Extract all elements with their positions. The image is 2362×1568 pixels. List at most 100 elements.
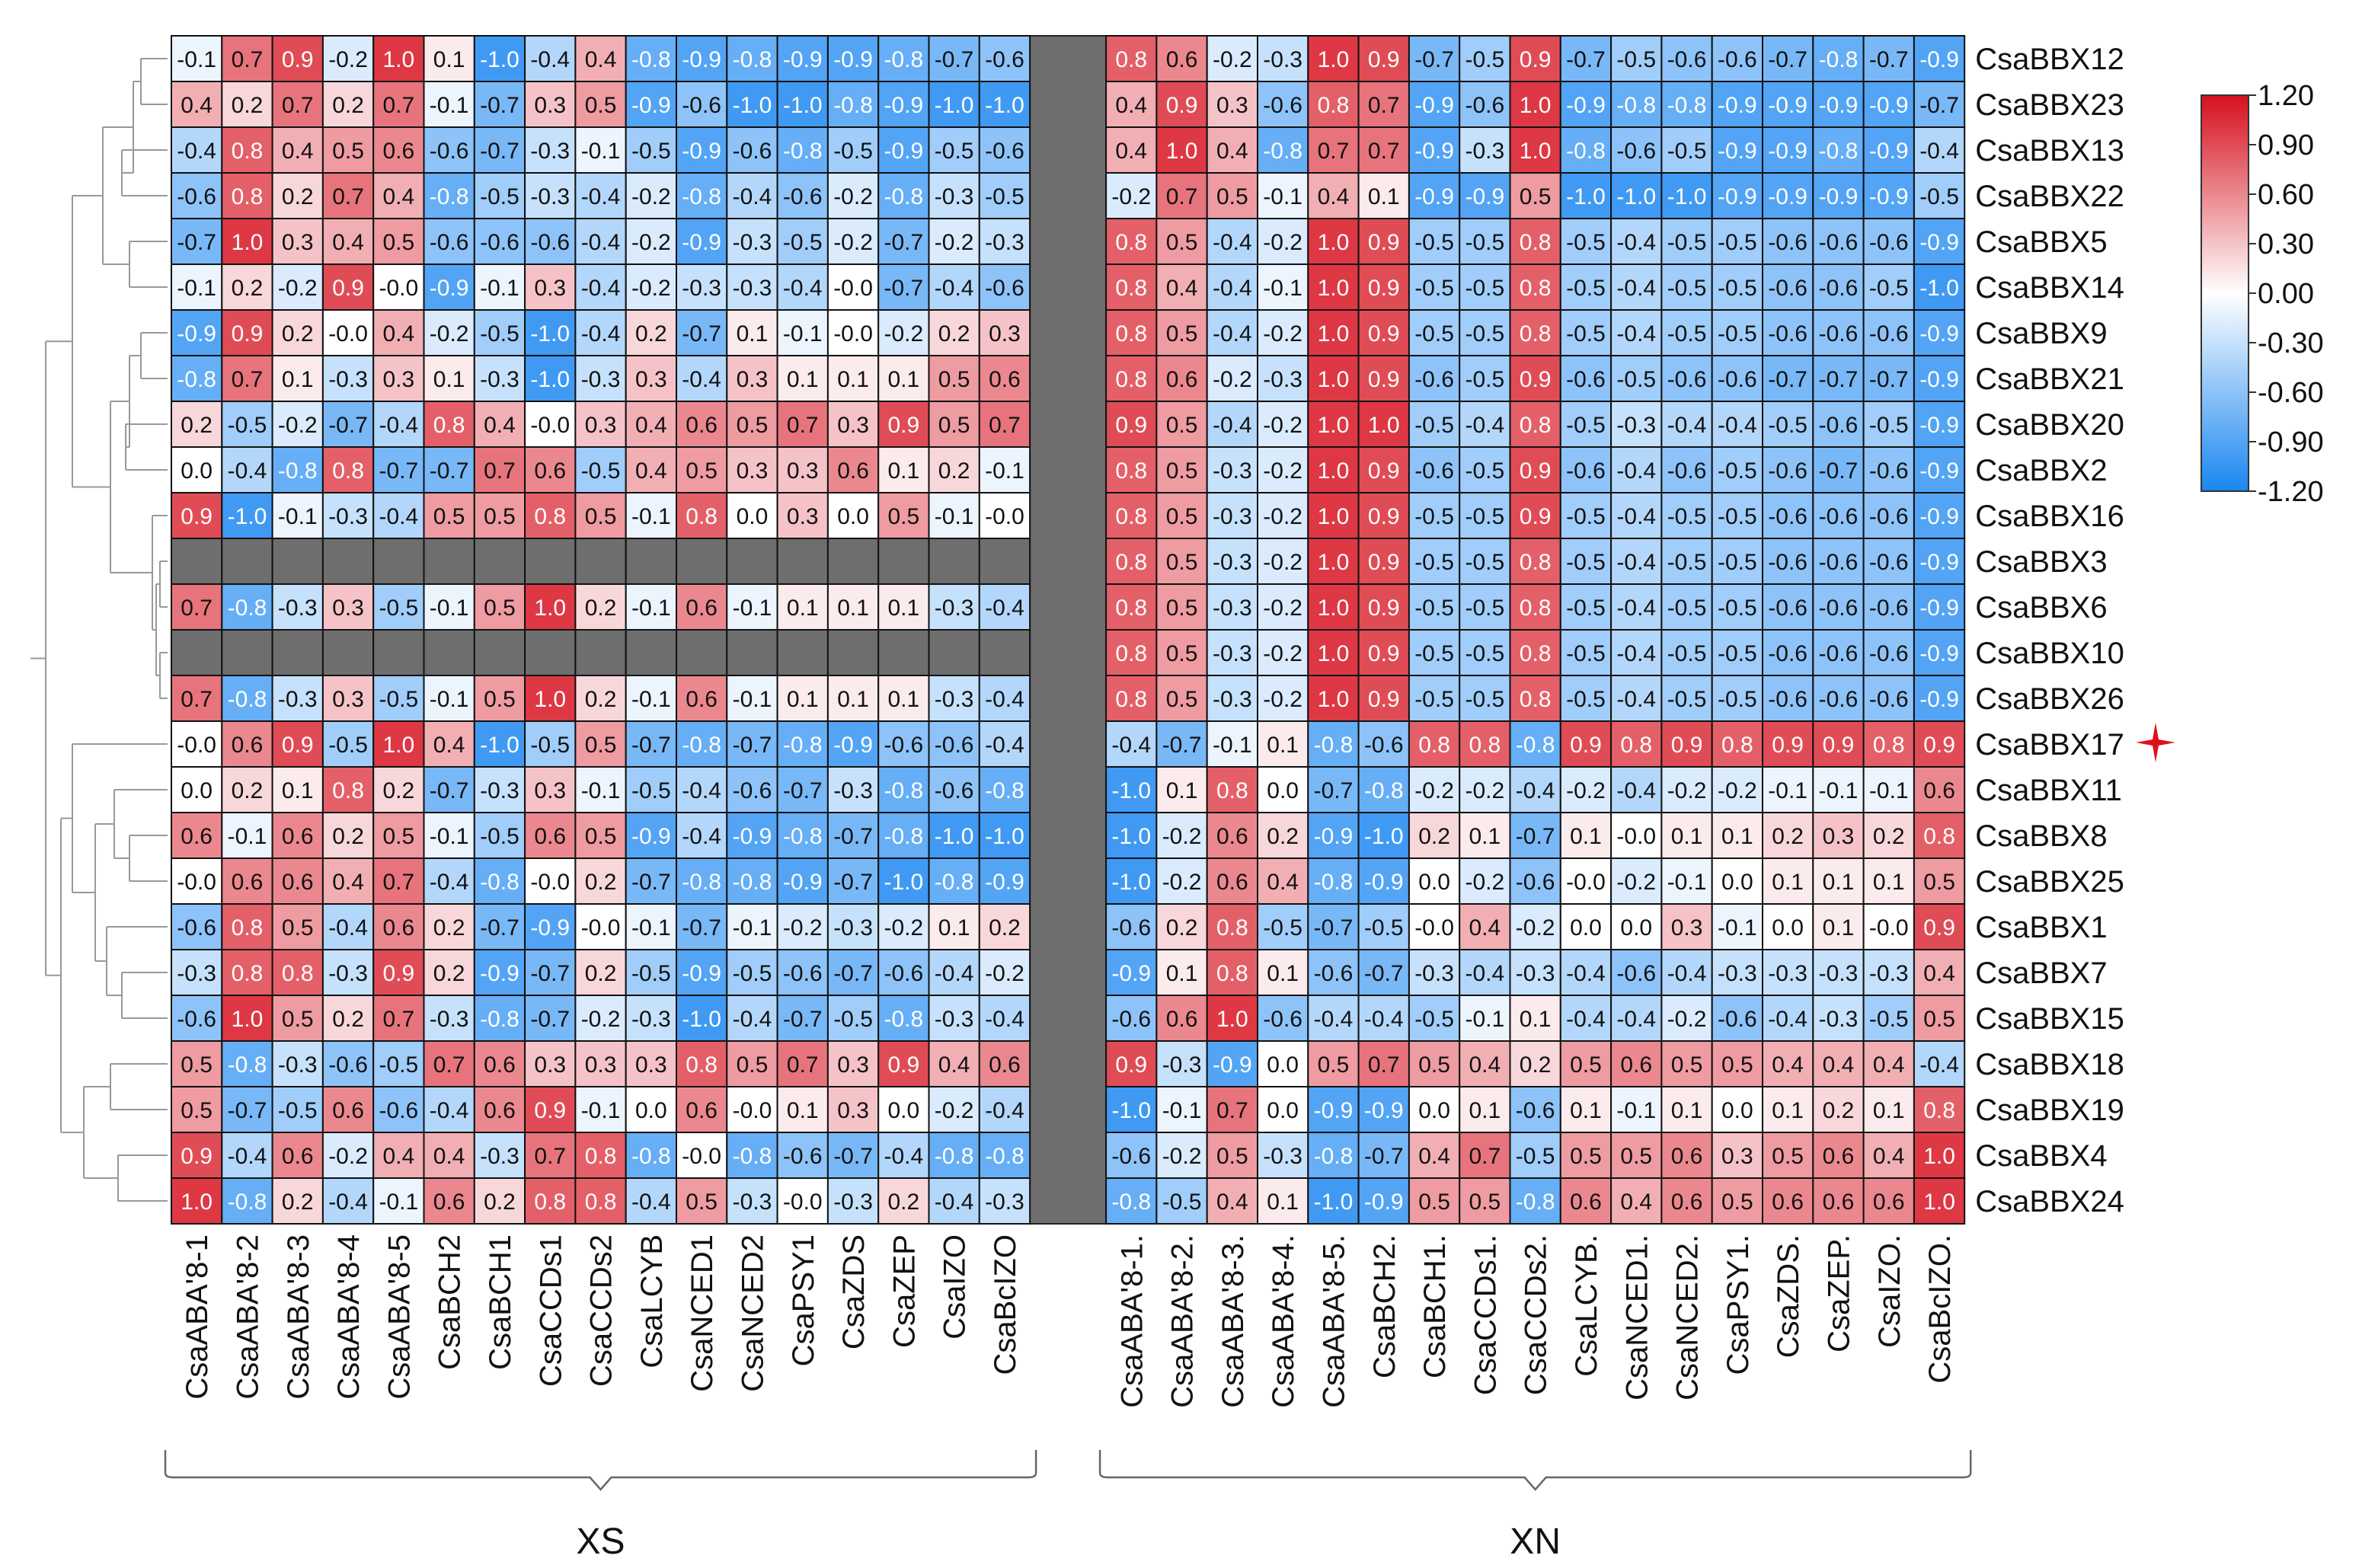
cell-value: 0.1: [887, 458, 919, 484]
cell-value: 0.5: [1721, 1052, 1753, 1078]
cell-value: -1.0: [985, 824, 1024, 849]
heatmap-cell: [372, 995, 425, 1042]
cell-value: -1.0: [1364, 824, 1404, 849]
cell-value: -0.8: [631, 1144, 671, 1169]
heatmap-cell: [978, 1177, 1031, 1225]
heatmap-cell: [1610, 995, 1663, 1042]
cell-value: -0.1: [631, 687, 671, 712]
cell-value: -0.8: [833, 93, 873, 118]
heatmap-cell: [1913, 720, 1966, 768]
cell-value: -0.9: [1919, 47, 1959, 72]
heatmap-cell: [978, 675, 1031, 722]
cell-value: -0.4: [1616, 321, 1656, 346]
cell-value: -0.3: [1162, 1052, 1202, 1078]
cell-value: 0.9: [887, 413, 919, 438]
heatmap-cell: [1206, 949, 1258, 996]
cell-value: -0.3: [480, 1144, 519, 1169]
cell-value: -0.5: [530, 733, 570, 758]
cell-value: -0.3: [833, 778, 873, 803]
row-dendrogram: [30, 58, 168, 1202]
cell-value: 0.6: [332, 1098, 364, 1123]
heatmap-cell: [1559, 492, 1612, 539]
cell-value: 0.7: [787, 413, 819, 438]
row-label: CsaBBX23: [1975, 88, 2124, 122]
cell-value: 0.2: [585, 596, 617, 621]
heatmap-cell: [877, 218, 930, 265]
cell-value: -0.3: [1869, 961, 1909, 986]
cell-value: 0.5: [1216, 1144, 1248, 1169]
cell-value: 0.9: [1368, 230, 1400, 255]
cell-value: -0.6: [177, 915, 216, 940]
heatmap-cell: [1509, 1040, 1561, 1087]
heatmap-cell: [271, 81, 324, 128]
heatmap-cell: [877, 629, 930, 676]
cell-value: 0.3: [837, 1052, 869, 1078]
heatmap-cell: [1206, 629, 1258, 676]
cell-value: 0.1: [787, 687, 819, 712]
heatmap-cell: [1812, 492, 1865, 539]
cell-value: -0.5: [1919, 184, 1959, 209]
cell-value: 0.2: [938, 458, 970, 484]
cell-value: 0.2: [232, 276, 264, 301]
cell-value: -0.7: [1819, 458, 1859, 484]
cell-value: -0.7: [1364, 1144, 1404, 1169]
cell-value: 0.0: [1418, 870, 1450, 895]
cell-value: -0.0: [530, 870, 570, 895]
heatmap-cell: [524, 766, 577, 813]
heatmap-cell: [1155, 1040, 1208, 1087]
heatmap-cell: [1105, 81, 1158, 128]
cell-value: -0.9: [631, 93, 671, 118]
cell-value: 0.6: [282, 1144, 314, 1169]
column-label: CsaLCYB.: [1570, 1234, 1603, 1377]
cell-value: -0.9: [530, 915, 570, 940]
cell-value: -0.5: [1616, 47, 1656, 72]
heatmap-cell: [1610, 583, 1663, 631]
cell-value: -0.2: [1162, 824, 1202, 849]
cell-value: -0.7: [1768, 47, 1807, 72]
cell-value: 0.4: [1267, 870, 1299, 895]
cell-value: -0.6: [1616, 139, 1656, 164]
heatmap-cell: [776, 218, 829, 265]
cell-value: -0.6: [884, 733, 923, 758]
cell-value: 0.2: [1772, 824, 1804, 849]
cell-value: 0.1: [787, 596, 819, 621]
cell-value: -0.6: [379, 1098, 418, 1123]
heatmap-cell: [1610, 766, 1663, 813]
heatmap-cell: [1610, 263, 1663, 311]
cell-value: -0.6: [1768, 687, 1807, 712]
cell-value: -0.4: [1213, 276, 1252, 301]
heatmap-cell: [321, 446, 375, 493]
cell-value: 1.0: [534, 687, 566, 712]
heatmap-cell: [171, 172, 223, 219]
heatmap-cell: [1610, 812, 1663, 859]
heatmap-cell: [1206, 766, 1258, 813]
heatmap-cell: [271, 675, 324, 722]
cell-value: 1.0: [1520, 93, 1552, 118]
cell-value: 0.3: [737, 458, 769, 484]
heatmap-cell: [1257, 1040, 1309, 1087]
cell-value: -0.4: [1616, 458, 1656, 484]
cell-value: -0.6: [1667, 458, 1707, 484]
color-legend: 1.20 0.90 0.60 0.30 0.00 -0.30 -0.60 -0.90 -1.20: [2201, 80, 2324, 508]
cell-value: 0.6: [1166, 1007, 1198, 1032]
heatmap-cell: [1913, 446, 1966, 493]
cell-value: -0.4: [1566, 1007, 1606, 1032]
cell-value: 0.5: [1418, 1052, 1450, 1078]
cell-value: 0.8: [1418, 733, 1450, 758]
heatmap-cell: [1459, 126, 1511, 174]
cell-value: -0.3: [278, 1052, 318, 1078]
cell-value: 0.1: [1570, 824, 1602, 849]
heatmap-cell: [928, 583, 980, 631]
cell-value: 1.0: [1318, 230, 1350, 255]
column-label: CsaCCDs1.: [1469, 1234, 1502, 1395]
cell-value: -0.8: [430, 184, 469, 209]
cell-value: -1.0: [1314, 1190, 1354, 1215]
cell-value: -0.2: [1718, 778, 1757, 803]
cell-value: 0.7: [1318, 139, 1350, 164]
cell-value: 0.4: [332, 230, 364, 255]
heatmap-cell: [423, 492, 475, 539]
heatmap-cell: [1105, 766, 1158, 813]
cell-value: 0.8: [332, 778, 364, 803]
cell-value: -1.0: [682, 1007, 721, 1032]
cell-value: 0.6: [282, 824, 314, 849]
